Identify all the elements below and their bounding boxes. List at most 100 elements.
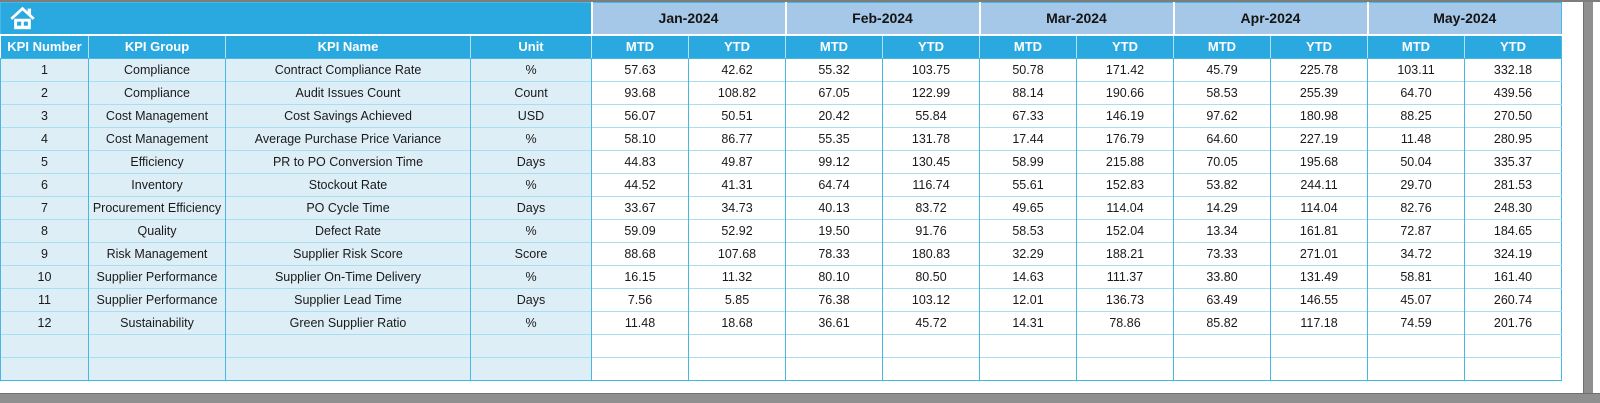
unit-cell[interactable]: Days bbox=[470, 288, 592, 312]
value-cell[interactable]: 64.70 bbox=[1367, 81, 1465, 105]
home-cell[interactable] bbox=[0, 2, 592, 36]
value-cell[interactable]: 103.12 bbox=[882, 288, 980, 312]
unit-cell[interactable]: Count bbox=[470, 81, 592, 105]
value-cell[interactable]: 45.07 bbox=[1367, 288, 1465, 312]
kpi-name-cell[interactable]: Contract Compliance Rate bbox=[225, 58, 471, 82]
kpi-number-cell[interactable]: 8 bbox=[0, 219, 89, 243]
empty-cell[interactable] bbox=[882, 357, 980, 381]
empty-cell[interactable] bbox=[88, 334, 226, 358]
value-cell[interactable]: 80.50 bbox=[882, 265, 980, 289]
value-cell[interactable]: 17.44 bbox=[979, 127, 1077, 151]
kpi-number-cell[interactable]: 7 bbox=[0, 196, 89, 220]
value-cell[interactable]: 64.74 bbox=[785, 173, 883, 197]
kpi-group-cell[interactable]: Compliance bbox=[88, 81, 226, 105]
value-cell[interactable]: 72.87 bbox=[1367, 219, 1465, 243]
subcolumn-header[interactable]: YTD bbox=[688, 34, 786, 59]
value-cell[interactable]: 171.42 bbox=[1076, 58, 1174, 82]
value-cell[interactable]: 85.82 bbox=[1173, 311, 1271, 335]
column-header[interactable]: Unit bbox=[470, 34, 592, 59]
value-cell[interactable]: 20.42 bbox=[785, 104, 883, 128]
value-cell[interactable]: 201.76 bbox=[1464, 311, 1562, 335]
subcolumn-header[interactable]: MTD bbox=[1367, 34, 1465, 59]
value-cell[interactable]: 280.95 bbox=[1464, 127, 1562, 151]
value-cell[interactable]: 64.60 bbox=[1173, 127, 1271, 151]
value-cell[interactable]: 130.45 bbox=[882, 150, 980, 174]
value-cell[interactable]: 58.81 bbox=[1367, 265, 1465, 289]
value-cell[interactable]: 271.01 bbox=[1270, 242, 1368, 266]
unit-cell[interactable]: Score bbox=[470, 242, 592, 266]
subcolumn-header[interactable]: MTD bbox=[591, 34, 689, 59]
value-cell[interactable]: 11.32 bbox=[688, 265, 786, 289]
value-cell[interactable]: 7.56 bbox=[591, 288, 689, 312]
value-cell[interactable]: 57.63 bbox=[591, 58, 689, 82]
vertical-scrollbar[interactable] bbox=[1583, 2, 1593, 403]
empty-cell[interactable] bbox=[1173, 334, 1271, 358]
value-cell[interactable]: 215.88 bbox=[1076, 150, 1174, 174]
value-cell[interactable]: 44.52 bbox=[591, 173, 689, 197]
value-cell[interactable]: 50.51 bbox=[688, 104, 786, 128]
value-cell[interactable]: 83.72 bbox=[882, 196, 980, 220]
value-cell[interactable]: 59.09 bbox=[591, 219, 689, 243]
empty-cell[interactable] bbox=[882, 334, 980, 358]
value-cell[interactable]: 73.33 bbox=[1173, 242, 1271, 266]
kpi-name-cell[interactable]: Average Purchase Price Variance bbox=[225, 127, 471, 151]
subcolumn-header[interactable]: YTD bbox=[1464, 34, 1562, 59]
kpi-group-cell[interactable]: Compliance bbox=[88, 58, 226, 82]
empty-cell[interactable] bbox=[1464, 357, 1562, 381]
value-cell[interactable]: 180.83 bbox=[882, 242, 980, 266]
empty-cell[interactable] bbox=[470, 357, 592, 381]
value-cell[interactable]: 14.63 bbox=[979, 265, 1077, 289]
value-cell[interactable]: 248.30 bbox=[1464, 196, 1562, 220]
value-cell[interactable]: 13.34 bbox=[1173, 219, 1271, 243]
value-cell[interactable]: 99.12 bbox=[785, 150, 883, 174]
value-cell[interactable]: 50.78 bbox=[979, 58, 1077, 82]
empty-cell[interactable] bbox=[979, 357, 1077, 381]
kpi-number-cell[interactable]: 3 bbox=[0, 104, 89, 128]
value-cell[interactable]: 32.29 bbox=[979, 242, 1077, 266]
value-cell[interactable]: 33.67 bbox=[591, 196, 689, 220]
value-cell[interactable]: 55.35 bbox=[785, 127, 883, 151]
empty-cell[interactable] bbox=[0, 334, 89, 358]
value-cell[interactable]: 255.39 bbox=[1270, 81, 1368, 105]
value-cell[interactable]: 114.04 bbox=[1270, 196, 1368, 220]
value-cell[interactable]: 227.19 bbox=[1270, 127, 1368, 151]
value-cell[interactable]: 225.78 bbox=[1270, 58, 1368, 82]
empty-cell[interactable] bbox=[1464, 334, 1562, 358]
kpi-number-cell[interactable]: 10 bbox=[0, 265, 89, 289]
empty-cell[interactable] bbox=[979, 334, 1077, 358]
unit-cell[interactable]: % bbox=[470, 127, 592, 151]
value-cell[interactable]: 82.76 bbox=[1367, 196, 1465, 220]
empty-cell[interactable] bbox=[225, 334, 471, 358]
kpi-name-cell[interactable]: Supplier Risk Score bbox=[225, 242, 471, 266]
value-cell[interactable]: 439.56 bbox=[1464, 81, 1562, 105]
kpi-group-cell[interactable]: Supplier Performance bbox=[88, 265, 226, 289]
month-header[interactable]: Jan-2024 bbox=[590, 2, 786, 36]
kpi-group-cell[interactable]: Cost Management bbox=[88, 104, 226, 128]
value-cell[interactable]: 93.68 bbox=[591, 81, 689, 105]
kpi-number-cell[interactable]: 6 bbox=[0, 173, 89, 197]
value-cell[interactable]: 117.18 bbox=[1270, 311, 1368, 335]
value-cell[interactable]: 91.76 bbox=[882, 219, 980, 243]
value-cell[interactable]: 52.92 bbox=[688, 219, 786, 243]
kpi-name-cell[interactable]: Supplier On-Time Delivery bbox=[225, 265, 471, 289]
value-cell[interactable]: 116.74 bbox=[882, 173, 980, 197]
value-cell[interactable]: 176.79 bbox=[1076, 127, 1174, 151]
value-cell[interactable]: 107.68 bbox=[688, 242, 786, 266]
value-cell[interactable]: 49.65 bbox=[979, 196, 1077, 220]
subcolumn-header[interactable]: YTD bbox=[1270, 34, 1368, 59]
value-cell[interactable]: 152.83 bbox=[1076, 173, 1174, 197]
kpi-name-cell[interactable]: PR to PO Conversion Time bbox=[225, 150, 471, 174]
unit-cell[interactable]: % bbox=[470, 265, 592, 289]
kpi-number-cell[interactable]: 5 bbox=[0, 150, 89, 174]
kpi-group-cell[interactable]: Supplier Performance bbox=[88, 288, 226, 312]
empty-cell[interactable] bbox=[1173, 357, 1271, 381]
month-header[interactable]: Mar-2024 bbox=[978, 2, 1174, 36]
kpi-group-cell[interactable]: Procurement Efficiency bbox=[88, 196, 226, 220]
empty-cell[interactable] bbox=[1270, 334, 1368, 358]
value-cell[interactable]: 67.33 bbox=[979, 104, 1077, 128]
value-cell[interactable]: 58.53 bbox=[979, 219, 1077, 243]
value-cell[interactable]: 58.10 bbox=[591, 127, 689, 151]
kpi-number-cell[interactable]: 12 bbox=[0, 311, 89, 335]
value-cell[interactable]: 67.05 bbox=[785, 81, 883, 105]
value-cell[interactable]: 114.04 bbox=[1076, 196, 1174, 220]
